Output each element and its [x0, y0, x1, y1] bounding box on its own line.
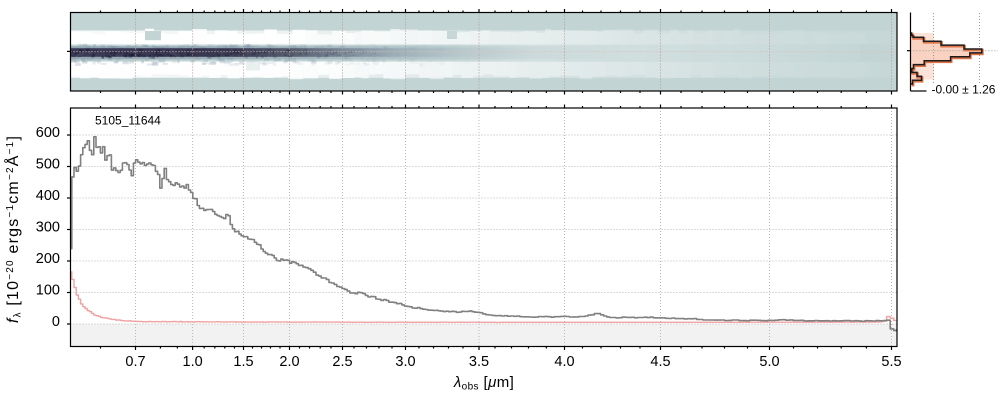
svg-text:1.0: 1.0: [183, 354, 203, 370]
svg-text:2.0: 2.0: [279, 354, 299, 370]
svg-text:0: 0: [52, 314, 60, 330]
svg-text:4.0: 4.0: [554, 354, 574, 370]
svg-text:-0.00 ± 1.26: -0.00 ± 1.26: [932, 83, 996, 97]
svg-text:fλ [10−20 ergs−1cm−2Å−1]: fλ [10−20 ergs−1cm−2Å−1]: [3, 135, 24, 323]
svg-text:100: 100: [36, 283, 60, 299]
svg-text:200: 200: [36, 251, 60, 267]
svg-text:1.5: 1.5: [233, 354, 253, 370]
svg-text:400: 400: [36, 188, 60, 204]
svg-text:5.5: 5.5: [881, 354, 901, 370]
svg-text:3.0: 3.0: [395, 354, 415, 370]
svg-text:2.5: 2.5: [332, 354, 352, 370]
svg-text:500: 500: [36, 157, 60, 173]
svg-text:600: 600: [36, 125, 60, 141]
svg-text:4.5: 4.5: [650, 354, 670, 370]
svg-text:300: 300: [36, 220, 60, 236]
svg-text:3.5: 3.5: [469, 354, 489, 370]
svg-text:λobs [μm]: λobs [μm]: [453, 374, 514, 393]
svg-text:5105_11644: 5105_11644: [95, 113, 161, 127]
svg-text:5.0: 5.0: [759, 354, 779, 370]
svg-text:0.7: 0.7: [125, 354, 145, 370]
